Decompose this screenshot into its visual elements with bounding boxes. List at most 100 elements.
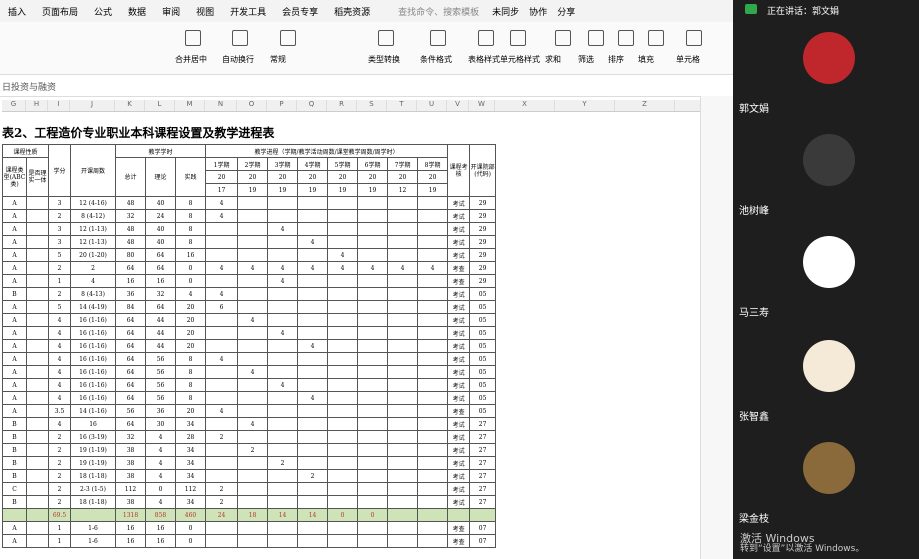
ribbon-button[interactable]: 合并居中 (175, 55, 207, 64)
video-tile[interactable]: 梁金枝 (733, 428, 919, 528)
menu-tab[interactable]: 会员专享 (282, 7, 319, 18)
participant-name: 郭文娟 (739, 104, 769, 115)
cell: 56 (145, 391, 177, 405)
cell (327, 391, 359, 405)
cell (297, 456, 329, 470)
cell: 05 (469, 339, 497, 353)
cell (25, 352, 50, 366)
column-header[interactable]: S (357, 100, 387, 111)
ribbon-button[interactable]: 单元格样式 (500, 55, 540, 64)
menu-tab[interactable]: 开发工具 (230, 7, 267, 18)
cell: 2 (267, 456, 299, 470)
cell: A (2, 404, 27, 418)
search-box[interactable]: 查找命令、搜索模板 (398, 7, 480, 18)
ribbon-button[interactable]: 填充 (638, 55, 654, 64)
header-cell: 19 (237, 183, 269, 197)
column-header[interactable]: P (267, 100, 297, 111)
header-cell: 4学期 (297, 157, 329, 171)
menu-action[interactable]: 协作 (529, 7, 548, 18)
menu-tab[interactable]: 视图 (196, 7, 215, 18)
cell (237, 456, 269, 470)
cell (25, 456, 50, 470)
menu-tab[interactable]: 插入 (8, 7, 27, 18)
cell: 4 (267, 378, 299, 392)
cell: 32 (115, 430, 147, 444)
video-tile[interactable]: 池树峰 (733, 120, 919, 220)
cell (387, 430, 419, 444)
cell (237, 352, 269, 366)
cell: 5 (48, 300, 72, 314)
cell (205, 313, 239, 327)
cell (297, 196, 329, 210)
video-tile[interactable]: 马三寿 (733, 222, 919, 322)
column-header[interactable]: R (327, 100, 357, 111)
menu-tab[interactable]: 数据 (128, 7, 147, 18)
column-header[interactable]: L (145, 100, 175, 111)
cell (205, 365, 239, 379)
ribbon: 合并居中 自动换行 常规 类型转换 条件格式 表格样式 单元格样式 求和 筛选 排序 填充 单元格 (0, 22, 733, 75)
ribbon-button[interactable]: 单元格 (676, 55, 700, 64)
ribbon-button[interactable]: 求和 (545, 55, 561, 64)
column-header[interactable]: G (2, 100, 26, 111)
ribbon-button[interactable]: 排序 (608, 55, 624, 64)
cell (237, 248, 269, 262)
ribbon-button[interactable]: 类型转换 (368, 55, 400, 64)
cell: 07 (469, 521, 497, 535)
cell: 4 (48, 326, 72, 340)
cell (417, 235, 449, 249)
column-header[interactable]: M (175, 100, 205, 111)
cell: 16 (1-16) (70, 339, 117, 353)
column-header[interactable]: I (48, 100, 70, 111)
cell: 0 (175, 261, 207, 275)
column-header[interactable]: O (237, 100, 267, 111)
cell: 考试 (447, 235, 471, 249)
column-header[interactable]: Y (555, 100, 615, 111)
column-header[interactable]: W (469, 100, 495, 111)
column-header[interactable]: V (447, 100, 469, 111)
header-cell: 理论 (145, 157, 177, 197)
cell: 32 (115, 209, 147, 223)
cell (237, 300, 269, 314)
cell: 27 (469, 443, 497, 457)
column-header[interactable]: U (417, 100, 447, 111)
video-tile[interactable]: 张智鑫 (733, 326, 919, 426)
cell (447, 508, 471, 522)
ribbon-button[interactable]: 自动换行 (222, 55, 254, 64)
column-header[interactable]: H (26, 100, 48, 111)
menu-tab[interactable]: 稻壳资源 (334, 7, 371, 18)
menu-action[interactable]: 分享 (557, 7, 576, 18)
column-header[interactable]: K (115, 100, 145, 111)
ribbon-button[interactable]: 表格样式 (468, 55, 500, 64)
video-tile[interactable]: 郭文娟 (733, 18, 919, 118)
header-cell: 课程考核 (447, 144, 471, 197)
column-header[interactable]: T (387, 100, 417, 111)
column-header[interactable]: X (495, 100, 555, 111)
data-row: A 1 1-6 16 16 0 考查 07 (2, 521, 497, 535)
menu-tab[interactable]: 页面布局 (42, 7, 79, 18)
cell: 84 (115, 300, 147, 314)
ribbon-button[interactable]: 条件格式 (420, 55, 452, 64)
cell: 4 (237, 313, 269, 327)
cell (237, 209, 269, 223)
cell: 2 (48, 443, 72, 457)
menu-tab[interactable]: 公式 (94, 7, 113, 18)
column-header[interactable]: Z (615, 100, 675, 111)
cell (25, 469, 50, 483)
cell (25, 430, 50, 444)
column-header[interactable]: Q (297, 100, 327, 111)
column-header[interactable]: J (70, 100, 115, 111)
menu-tab[interactable]: 审阅 (162, 7, 181, 18)
ribbon-button[interactable]: 筛选 (578, 55, 594, 64)
ribbon-button[interactable]: 常规 (270, 55, 286, 64)
cell: 64 (115, 417, 147, 431)
cell (327, 235, 359, 249)
cell: 16 (1-16) (70, 352, 117, 366)
cell: 8 (175, 391, 207, 405)
header-cell: 20 (267, 170, 299, 184)
cell: 3 (48, 235, 72, 249)
cell (357, 313, 389, 327)
menu-action[interactable]: 未同步 (492, 7, 520, 18)
cell (357, 287, 389, 301)
column-header[interactable]: N (205, 100, 237, 111)
cell: 20 (175, 300, 207, 314)
